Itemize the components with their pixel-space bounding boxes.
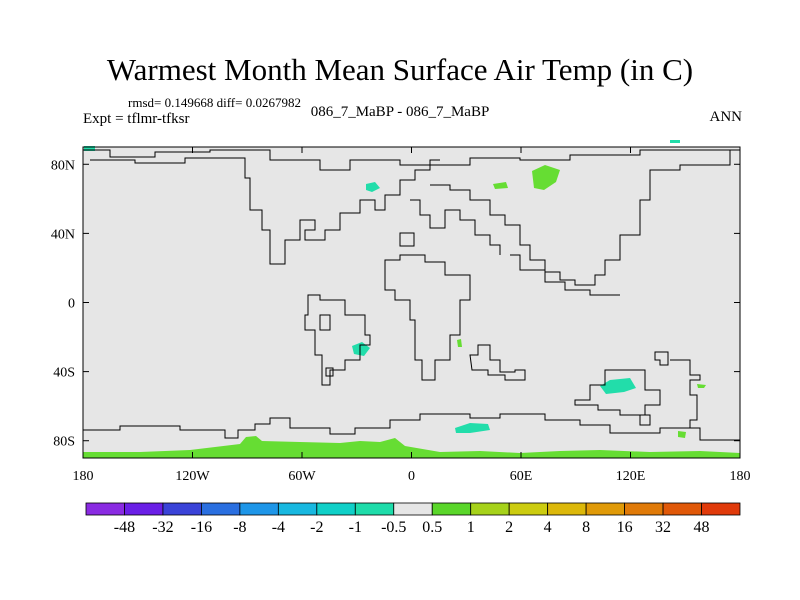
coast-arctic-top: [83, 149, 740, 171]
cyan-patch-arctic: [366, 182, 380, 192]
colorbar-label: 4: [544, 519, 552, 536]
colorbar-label: 32: [655, 519, 671, 536]
colorbar-label: -32: [152, 519, 173, 536]
anomaly-patches: [83, 140, 740, 458]
colorbar-swatch: [431, 502, 472, 516]
coast-northamerica: [90, 157, 440, 265]
coast-southamerica: [304, 294, 371, 386]
colorbar-label: -4: [272, 519, 285, 536]
coast-eurasia: [430, 150, 731, 286]
green-patch-small-2: [457, 339, 462, 347]
colorbar-swatch: [662, 502, 702, 516]
subtitle: 086_7_MaBP - 086_7_MaBP: [310, 104, 490, 120]
green-patch-small-4: [697, 384, 706, 388]
colorbar-label: -0.5: [381, 519, 406, 536]
colorbar-swatch: [585, 502, 625, 516]
coast-europe: [410, 199, 501, 255]
cyan-patch-south-ocean: [455, 423, 490, 433]
coast-antarctic: [83, 413, 740, 441]
cyan-patch-small-2: [670, 140, 680, 143]
coast-asia-inner: [510, 254, 620, 296]
stats-text: rmsd= 0.149668 diff= 0.0267982: [128, 95, 301, 110]
coast-island-2: [325, 367, 334, 377]
green-patch-antarctic: [83, 436, 740, 458]
colorbar-label: 1: [467, 519, 475, 536]
colorbar-label: 0.5: [422, 519, 442, 536]
colorbar-swatch: [162, 502, 202, 516]
colorbar-swatch: [85, 502, 125, 516]
x-tick-label: 120E: [616, 469, 646, 484]
period-label: ANN: [709, 109, 743, 125]
plot-title: Warmest Month Mean Surface Air Temp (in …: [106, 52, 694, 87]
colorbar-label: 2: [505, 519, 513, 536]
colorbar-swatch: [124, 502, 164, 516]
x-tick-label: 180: [73, 469, 94, 484]
coast-island-sa: [319, 314, 331, 331]
colorbar-label: -48: [114, 519, 135, 536]
x-tick-label: 0: [408, 469, 415, 484]
colorbar-swatch: [701, 502, 741, 516]
experiment-label: Expt = tflmr-tfksr: [83, 111, 190, 127]
coastlines: [83, 149, 740, 441]
colorbar-swatch: [316, 502, 356, 516]
cyan-patch-australia: [600, 378, 636, 394]
colorbar-swatch: [277, 502, 318, 516]
colorbar-swatch: [547, 502, 587, 516]
green-patch-small-3: [678, 431, 686, 438]
colorbar-label: -16: [191, 519, 212, 536]
coast-india: [469, 344, 526, 381]
coast-africa: [384, 254, 471, 381]
y-tick-label: 40S: [53, 366, 75, 381]
coast-nz: [639, 414, 651, 426]
colorbar-swatch: [239, 502, 279, 516]
green-patch-asia: [532, 165, 560, 190]
x-tick-label: 60W: [288, 469, 316, 484]
x-axis-ticks: 180 120W 60W 0 60E 120E 180: [73, 147, 751, 484]
x-tick-label: 180: [730, 469, 751, 484]
colorbar-swatch: [508, 502, 549, 516]
x-tick-label: 60E: [510, 469, 533, 484]
coast-newguinea: [654, 351, 669, 366]
y-tick-label: 40N: [51, 227, 75, 242]
coast-pacific-island: [670, 359, 701, 429]
y-tick-label: 80S: [53, 435, 75, 450]
colorbar-swatch: [201, 502, 241, 516]
map-background: [83, 147, 740, 458]
colorbar-label: 8: [582, 519, 590, 536]
colorbar-label: 16: [617, 519, 633, 536]
colorbar-swatch: [393, 502, 433, 516]
colorbar: -48 -32 -16 -8 -4 -2 -1 -0.5 0.5 1 2 4 8 16 32 48: [85, 502, 741, 536]
coast-island-1: [399, 232, 415, 247]
colorbar-swatch: [354, 502, 395, 516]
colorbar-label: 48: [694, 519, 710, 536]
colorbar-label: -1: [349, 519, 362, 536]
green-patch-small-1: [493, 182, 508, 189]
colorbar-label: -8: [233, 519, 246, 536]
y-tick-label: 80N: [51, 158, 75, 173]
colorbar-swatch: [470, 502, 510, 516]
coast-australia: [574, 369, 661, 416]
colorbar-swatch: [624, 502, 664, 516]
x-tick-label: 120W: [175, 469, 210, 484]
y-tick-label: 0: [68, 297, 75, 312]
colorbar-label: -2: [310, 519, 323, 536]
y-axis-ticks: 80N 40N 0 40S 80S: [51, 158, 740, 450]
